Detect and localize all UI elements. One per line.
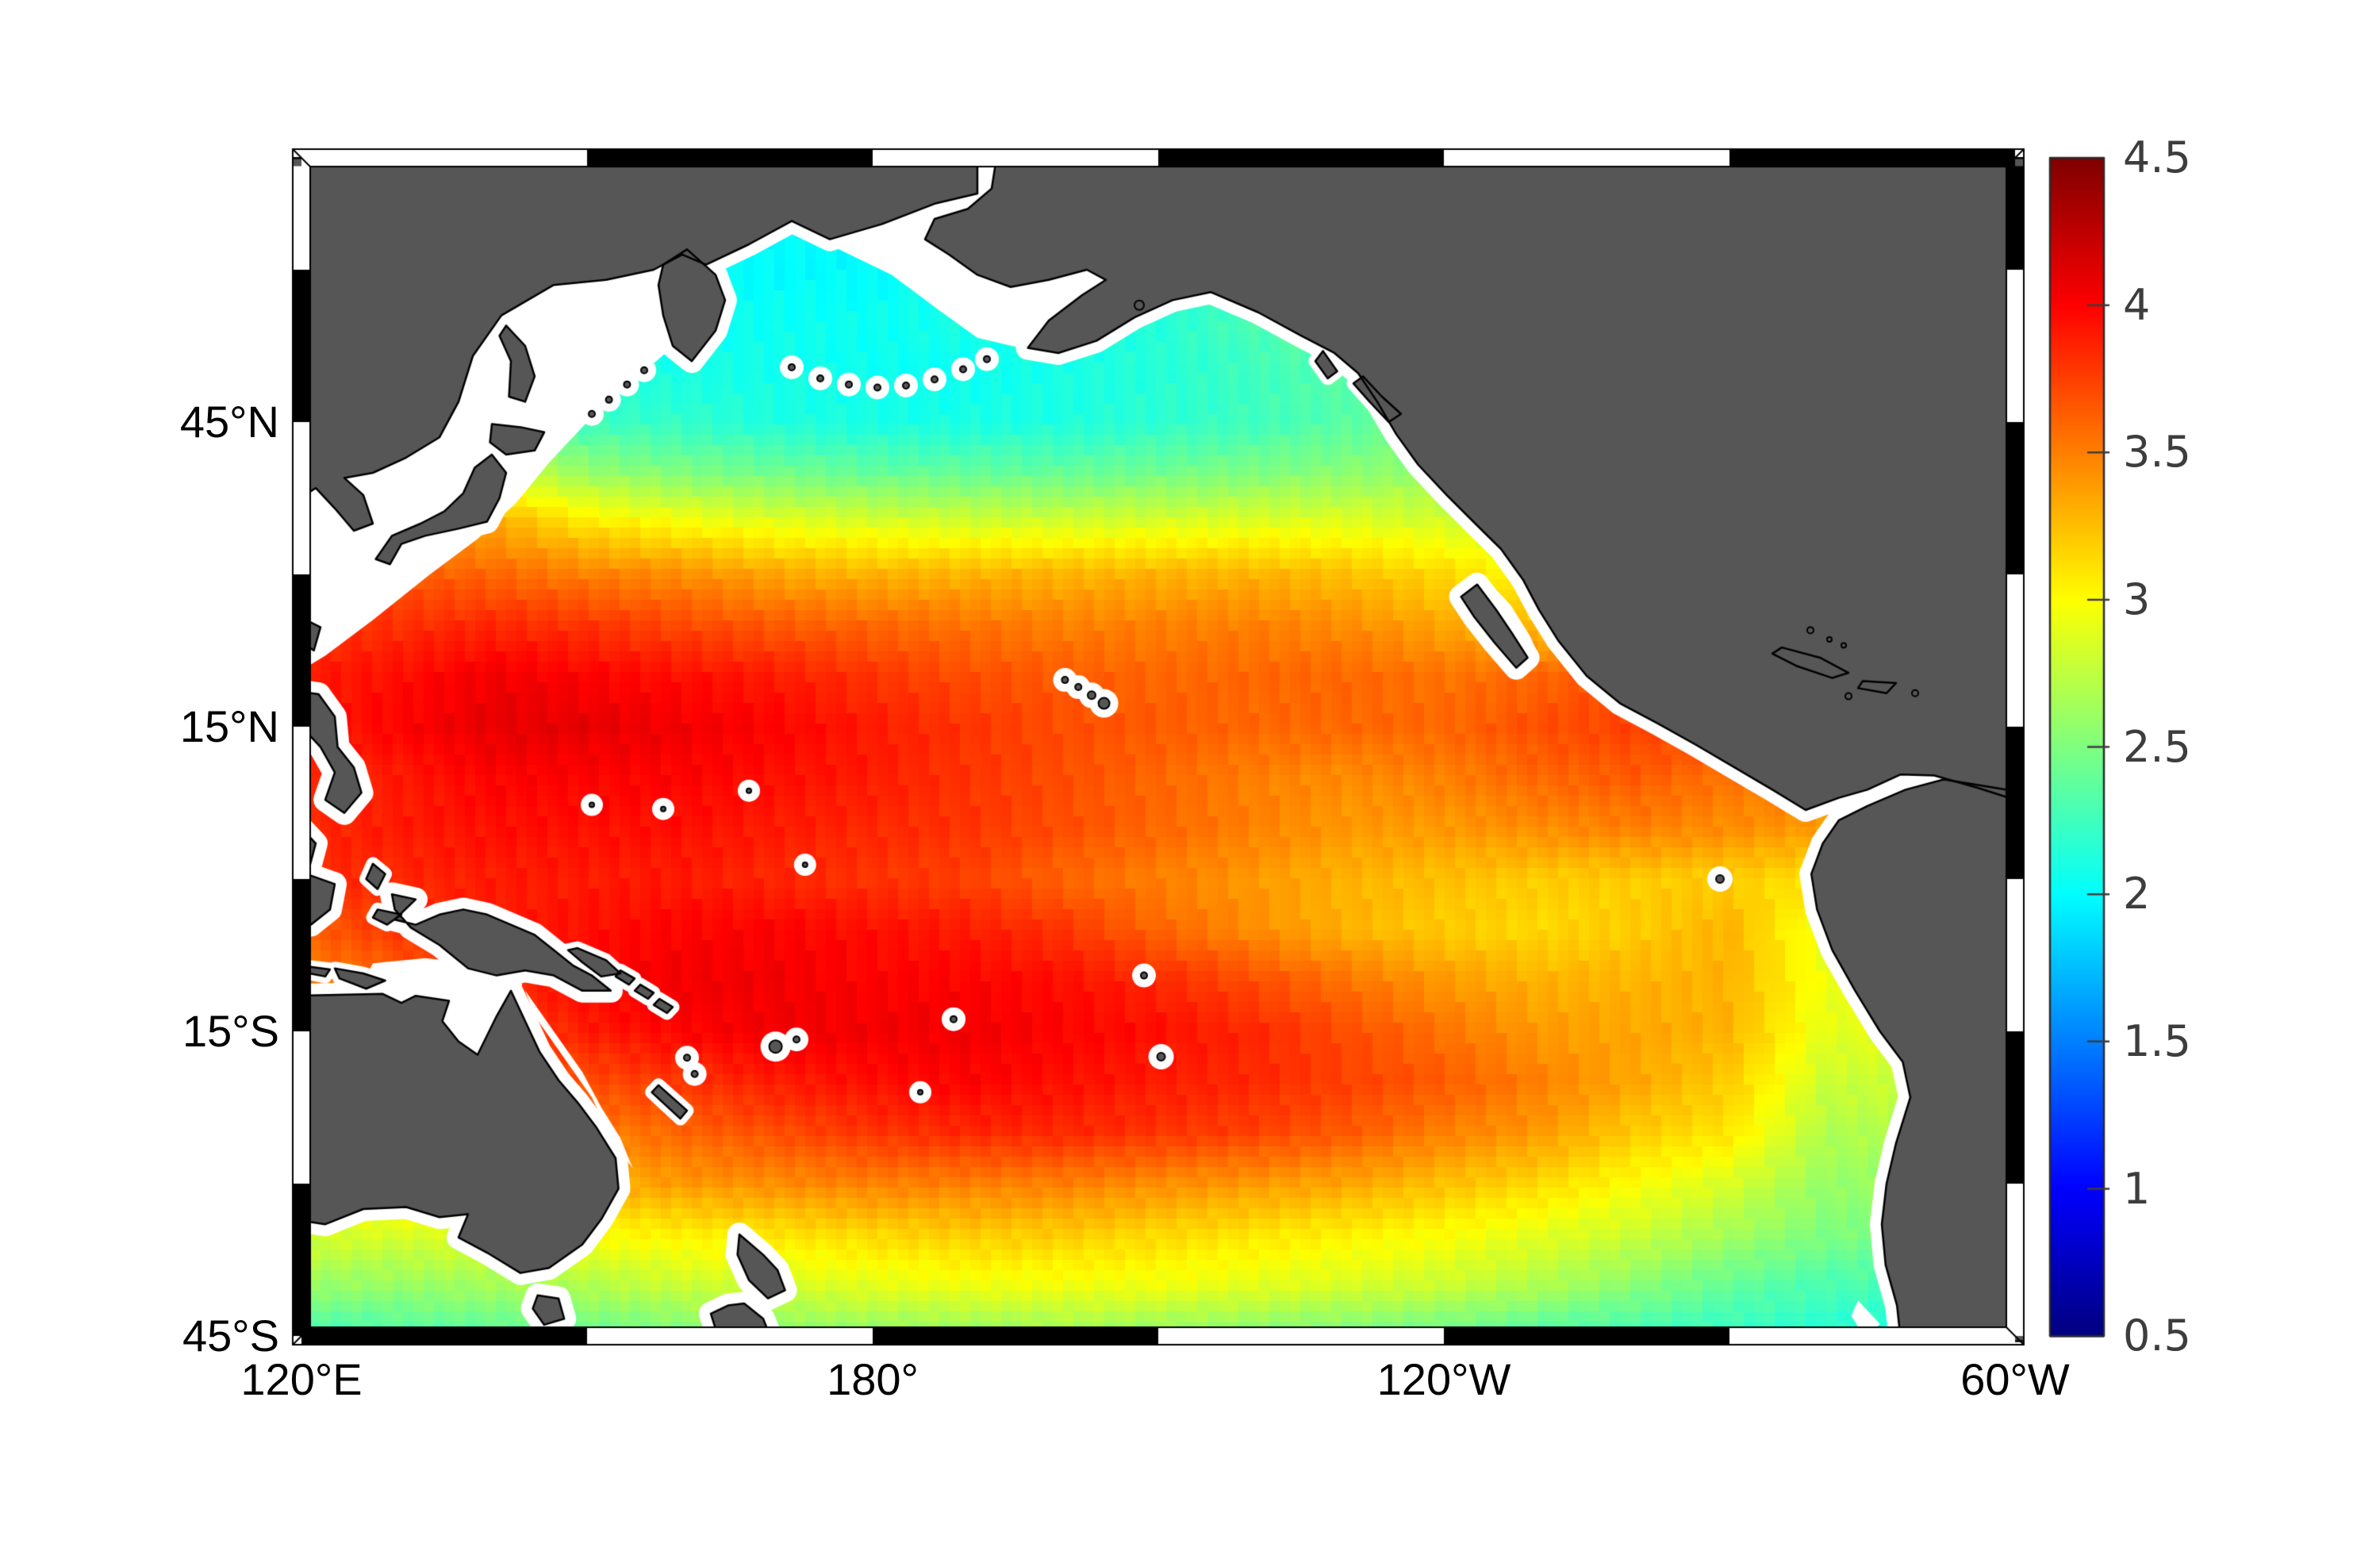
- colorbar-tick-0-5: 0.5: [2123, 1311, 2191, 1361]
- colorbar-tick-4-5: 4.5: [2123, 132, 2191, 182]
- y-tick-45s: 45°S: [182, 1311, 279, 1361]
- y-tick-15s: 15°S: [182, 1006, 279, 1056]
- colorbar-tick-4: 4: [2123, 280, 2151, 330]
- colorbar-tick-3-5: 3.5: [2123, 427, 2191, 477]
- colorbar-tick-3: 3: [2123, 574, 2151, 624]
- y-tick-45n: 45°N: [179, 397, 279, 447]
- y-tick-15n: 15°N: [179, 701, 279, 751]
- x-tick-60w: 60°W: [1960, 1354, 2070, 1404]
- colorbar-tick-2-5: 2.5: [2123, 722, 2191, 772]
- colorbar-tick-1: 1: [2123, 1164, 2151, 1214]
- x-tick-120e: 120°E: [240, 1354, 363, 1404]
- colorbar-tick-2: 2: [2123, 869, 2151, 919]
- x-tick-120w: 120°W: [1376, 1354, 1511, 1404]
- colorbar-tick-1-5: 1.5: [2123, 1016, 2191, 1066]
- x-tick-180: 180°: [827, 1354, 919, 1404]
